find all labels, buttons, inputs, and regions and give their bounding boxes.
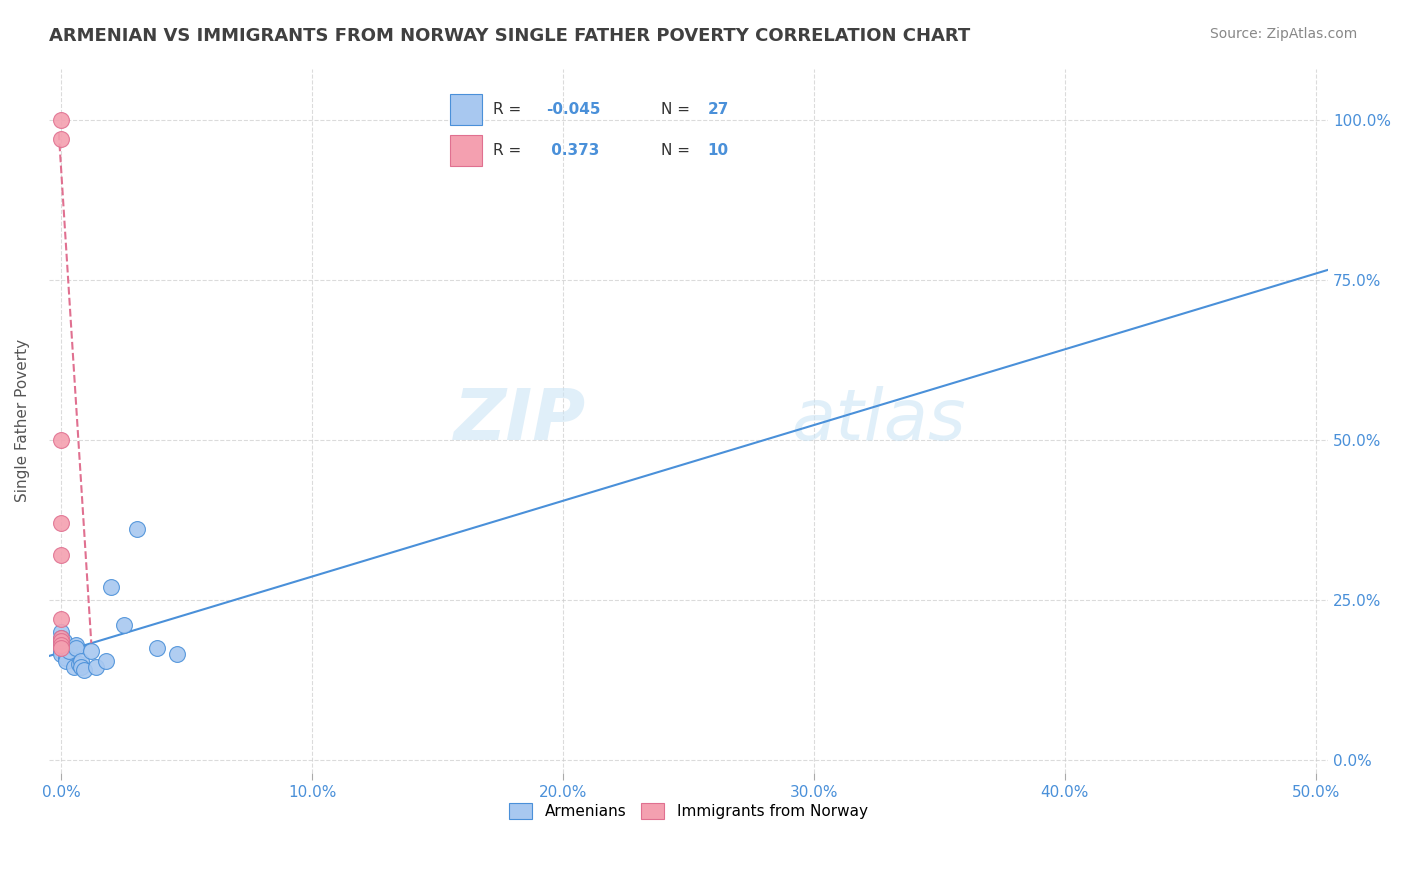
- Point: [112, 618, 135, 632]
- Point: [51, 640, 73, 655]
- Point: [51, 634, 73, 648]
- Point: [67, 657, 90, 671]
- Point: [55, 650, 77, 665]
- Y-axis label: Single Father Poverty: Single Father Poverty: [15, 339, 30, 502]
- Point: [145, 640, 167, 655]
- Point: [51, 632, 73, 646]
- Point: [65, 640, 87, 655]
- Point: [86, 660, 108, 674]
- Point: [96, 654, 118, 668]
- Point: [125, 523, 148, 537]
- Text: ZIP: ZIP: [454, 386, 586, 455]
- Point: [51, 640, 73, 655]
- Point: [73, 663, 96, 677]
- Point: [51, 132, 73, 146]
- Point: [52, 634, 75, 648]
- Point: [100, 580, 122, 594]
- Point: [51, 648, 73, 662]
- Point: [65, 638, 87, 652]
- Point: [51, 634, 73, 648]
- Point: [166, 648, 188, 662]
- Point: [51, 624, 73, 639]
- Point: [80, 644, 103, 658]
- Point: [55, 654, 77, 668]
- Point: [70, 660, 93, 674]
- Point: [51, 638, 73, 652]
- Point: [51, 644, 73, 658]
- Point: [51, 632, 73, 646]
- Point: [51, 112, 73, 127]
- Text: ARMENIAN VS IMMIGRANTS FROM NORWAY SINGLE FATHER POVERTY CORRELATION CHART: ARMENIAN VS IMMIGRANTS FROM NORWAY SINGL…: [49, 27, 970, 45]
- Text: atlas: atlas: [790, 386, 966, 455]
- Point: [51, 516, 73, 530]
- Legend: Armenians, Immigrants from Norway: Armenians, Immigrants from Norway: [503, 797, 873, 825]
- Point: [51, 638, 73, 652]
- Point: [51, 433, 73, 447]
- Point: [51, 548, 73, 562]
- Point: [58, 644, 80, 658]
- Text: Source: ZipAtlas.com: Source: ZipAtlas.com: [1209, 27, 1357, 41]
- Point: [51, 612, 73, 626]
- Point: [70, 654, 93, 668]
- Point: [52, 640, 75, 655]
- Point: [63, 660, 86, 674]
